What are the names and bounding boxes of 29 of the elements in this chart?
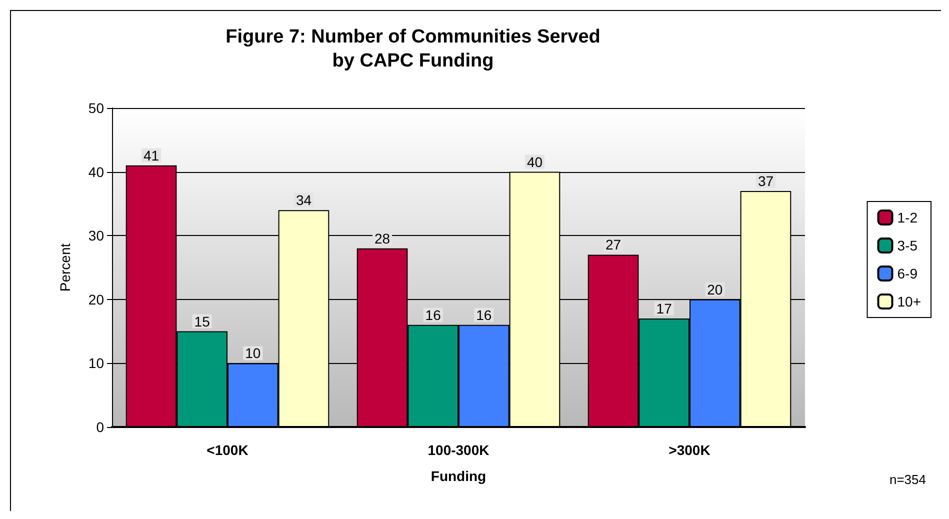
legend-label: 3-5 (897, 238, 918, 254)
data-label: 20 (707, 281, 723, 298)
y-tick-label: 40 (88, 164, 104, 180)
y-axis-title: Percent (57, 243, 73, 292)
data-label: 10 (245, 345, 261, 362)
chart-title: Figure 7: Number of Communities Served by CAPC Funding (226, 26, 600, 72)
data-label: 15 (194, 313, 210, 330)
y-tick-label: 50 (88, 100, 104, 116)
data-label: 17 (656, 300, 672, 317)
data-label: 34 (296, 192, 312, 208)
legend-label: 1-2 (897, 210, 918, 226)
x-tick-label: <100K (206, 442, 248, 458)
data-label: 28 (374, 230, 390, 246)
y-tick-label: 0 (96, 419, 104, 435)
x-tick-label: 100-300K (428, 442, 490, 458)
data-label: 37 (758, 172, 774, 189)
x-tick-label: >300K (668, 442, 710, 458)
y-tick-label: 20 (88, 291, 104, 308)
data-label: 27 (605, 236, 622, 253)
x-axis-title: Funding (430, 468, 486, 484)
data-label: 41 (143, 147, 160, 164)
legend-label: 10+ (897, 294, 921, 310)
y-tick-label: 30 (88, 228, 104, 244)
data-label: 16 (476, 306, 492, 323)
legend-label: 6-9 (897, 266, 918, 282)
data-label: 40 (526, 154, 543, 170)
data-label: 16 (425, 306, 442, 323)
text: n=354 (889, 472, 926, 487)
y-tick-label: 10 (88, 355, 104, 372)
